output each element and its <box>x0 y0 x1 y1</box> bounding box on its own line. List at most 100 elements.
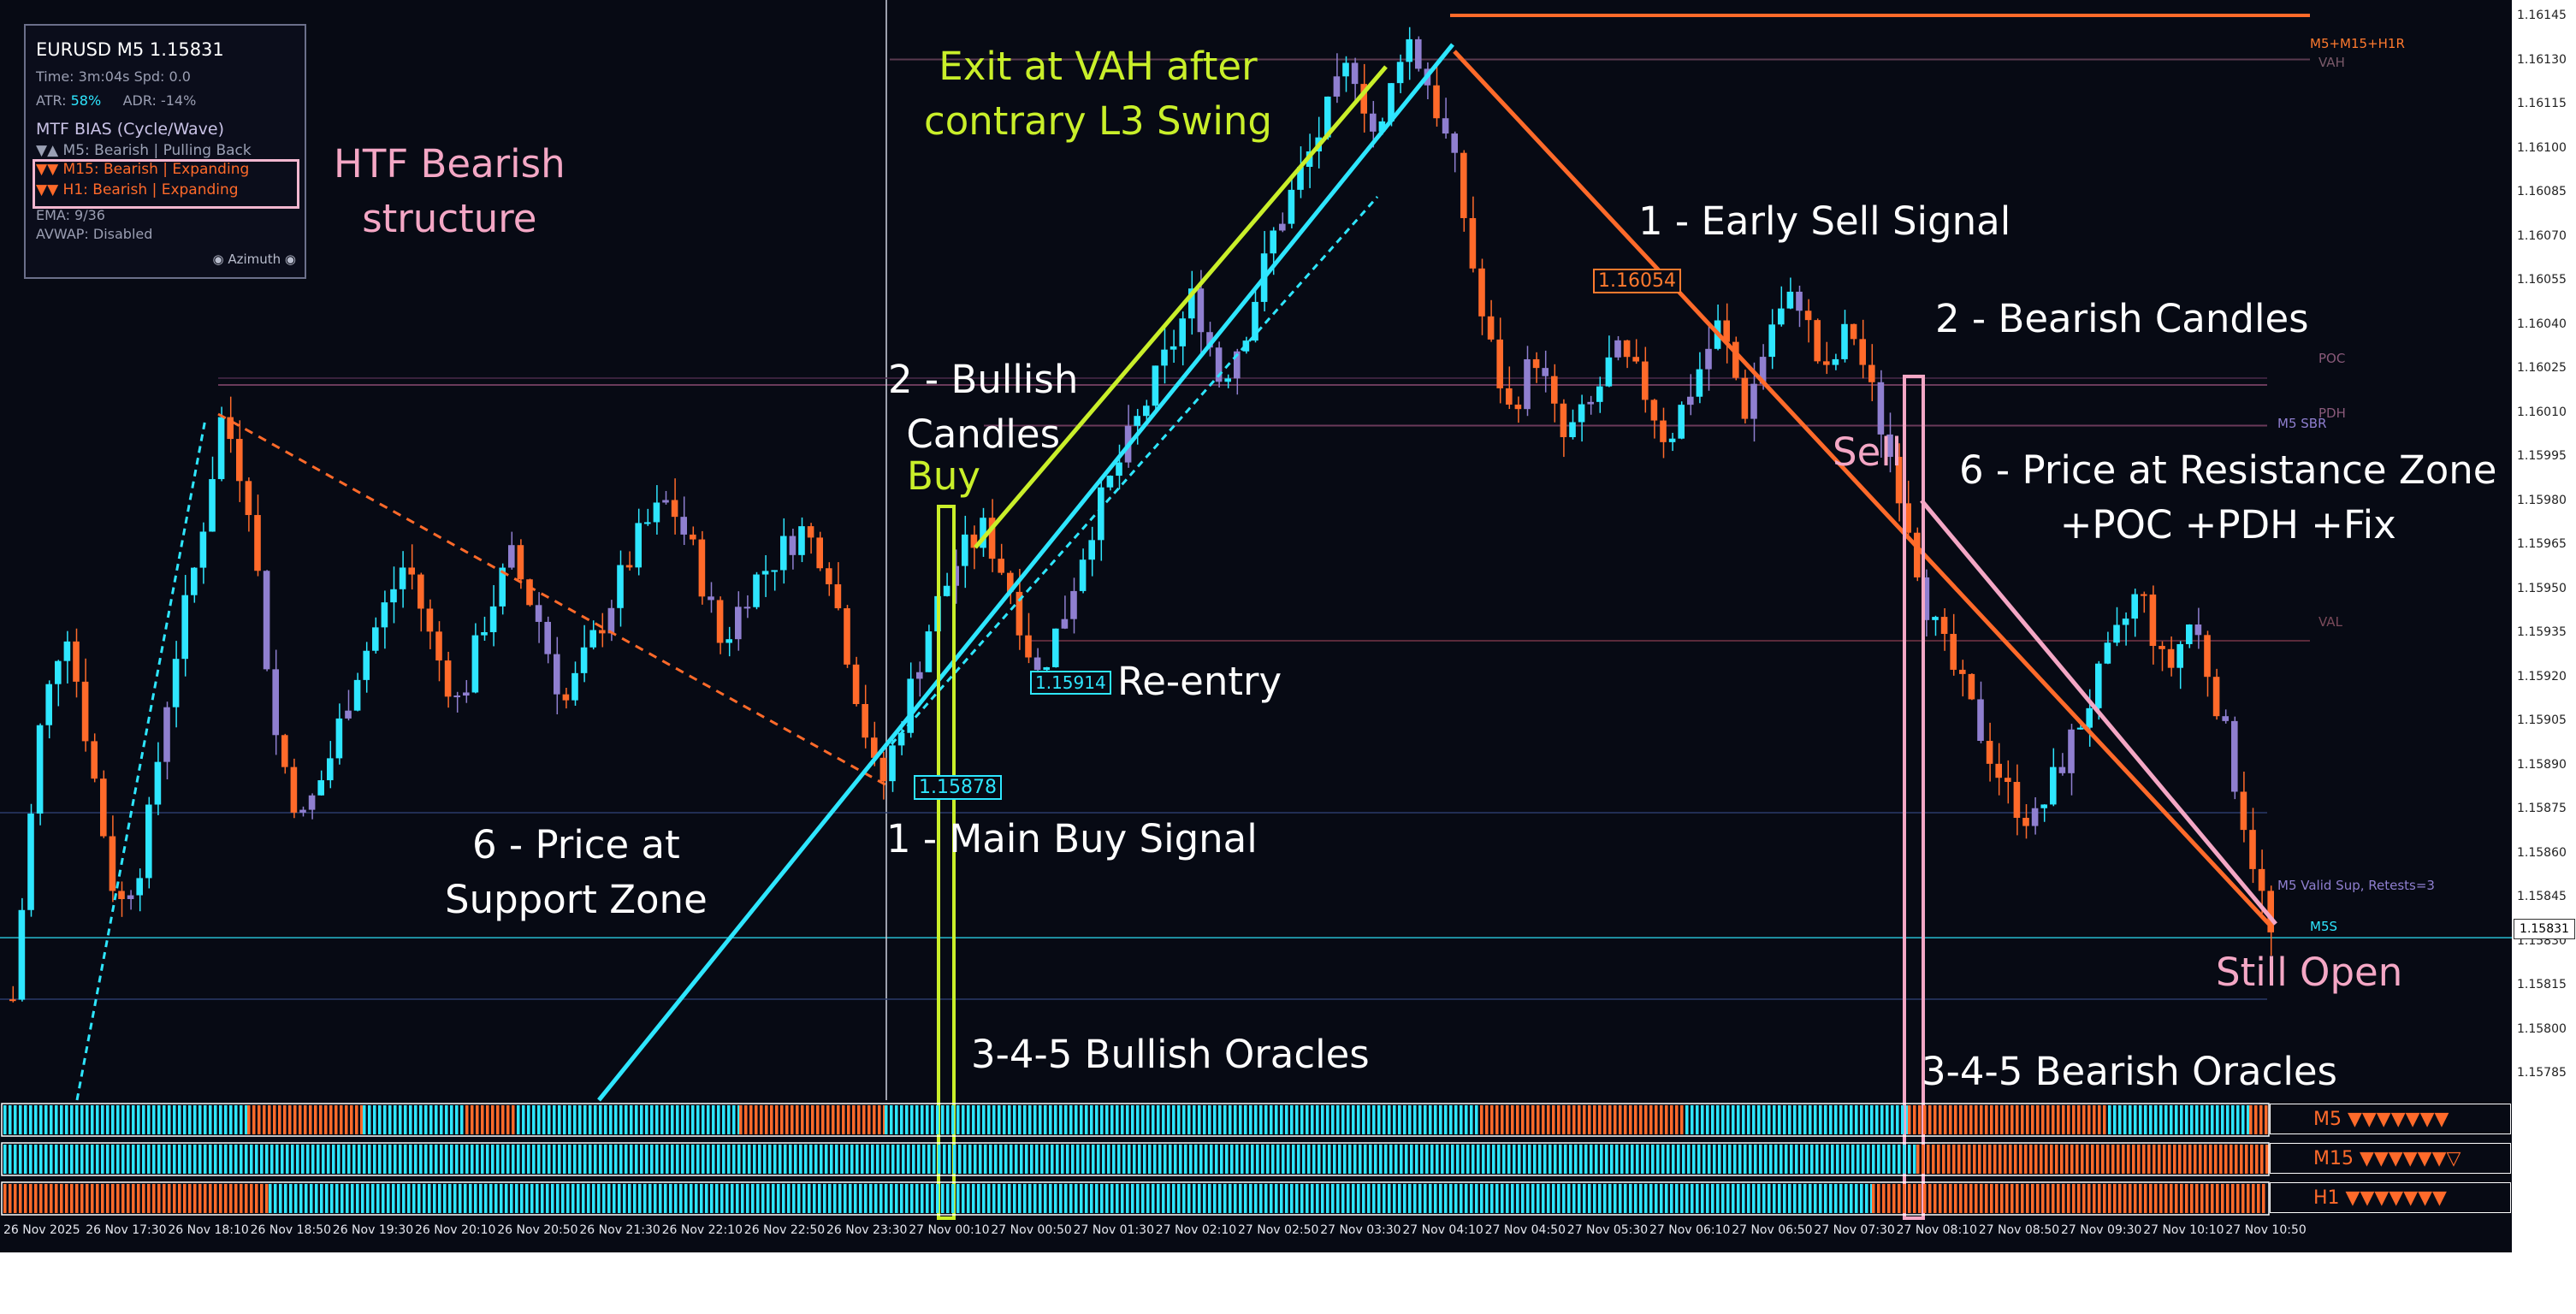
oracle-bar <box>931 1184 934 1213</box>
oracle-bar <box>1933 1184 1937 1213</box>
candle-body <box>635 523 642 568</box>
oracle-bar <box>75 1145 79 1174</box>
oracle-bar <box>811 1105 814 1134</box>
oracle-bar <box>404 1145 407 1174</box>
oracle-bar <box>39 1184 43 1213</box>
oracle-bar <box>3 1145 7 1174</box>
oracle-bar <box>2040 1145 2043 1174</box>
x-tick-label: 26 Nov 20:10 <box>415 1223 496 1237</box>
oracle-bar <box>820 1145 823 1174</box>
candle-body <box>372 627 379 651</box>
oracle-bar <box>1629 1105 1632 1134</box>
oracle-bar <box>813 1184 816 1213</box>
oracle-bar <box>1215 1145 1218 1174</box>
oracle-bar <box>2050 1145 2053 1174</box>
oracle-bar <box>2031 1184 2034 1213</box>
oracle-bar <box>1030 1145 1033 1174</box>
oracle-bar <box>1872 1184 1875 1213</box>
oracle-bar <box>1752 1105 1756 1134</box>
oracle-bar <box>424 1105 428 1134</box>
oracle-bar <box>968 1145 972 1174</box>
oracle-bar <box>204 1105 207 1134</box>
oracle-bar <box>895 1184 898 1213</box>
oracle-bar <box>648 1184 652 1213</box>
oracle-bar <box>1713 1145 1716 1174</box>
oracle-bar <box>2108 1184 2111 1213</box>
oracle-bar <box>568 1145 571 1174</box>
oracle-bar <box>1121 1184 1124 1213</box>
candle-body <box>1469 217 1477 269</box>
oracle-bar <box>198 1184 202 1213</box>
oracle-bar <box>1357 1184 1360 1213</box>
oracle-bar <box>9 1105 12 1134</box>
candle-body <box>1370 113 1377 132</box>
oracle-bar <box>1562 1105 1566 1134</box>
oracle-bar <box>1359 1145 1362 1174</box>
candle-body <box>1496 339 1503 388</box>
oracle-bar <box>604 1145 607 1174</box>
oracle-bar <box>1100 1105 1104 1134</box>
chart-area[interactable] <box>0 0 2512 1218</box>
oracle-bar <box>1035 1145 1039 1174</box>
candle-body <box>145 804 152 879</box>
oracle-bar <box>1738 1145 1742 1174</box>
oracle-bar <box>2101 1145 2105 1174</box>
oracle-bar <box>1495 1105 1499 1134</box>
oracle-bar <box>1526 1184 1530 1213</box>
oracle-bar <box>70 1145 74 1174</box>
oracle-bar <box>1241 1145 1244 1174</box>
oracle-bar <box>278 1105 281 1134</box>
candle-body <box>1197 288 1205 333</box>
oracle-bar <box>808 1184 811 1213</box>
candle-body <box>1088 540 1095 560</box>
oracle-bar <box>1167 1184 1170 1213</box>
oracle-bar <box>767 1184 770 1213</box>
oracle-bar <box>476 1105 479 1134</box>
oracle-bar <box>1413 1105 1417 1134</box>
oracle-bar <box>1028 1105 1032 1134</box>
oracle-bar <box>530 1184 534 1213</box>
oracle-bar <box>1312 1145 1316 1174</box>
oracle-bar <box>1810 1145 1814 1174</box>
oracle-bar <box>2188 1145 2192 1174</box>
oracle-bar <box>173 1145 176 1174</box>
oracle-bar <box>1660 1105 1663 1134</box>
oracle-bar <box>1860 1184 1863 1213</box>
oracle-bar <box>137 1145 140 1174</box>
oracle-bar <box>2129 1184 2132 1213</box>
oracle-bar <box>455 1145 459 1174</box>
oracle-bar <box>1547 1105 1550 1134</box>
oracle-bar <box>2046 1105 2050 1134</box>
oracle-bar <box>695 1184 698 1213</box>
poc-label: POC <box>2318 351 2346 366</box>
oracle-bar <box>1682 1145 1685 1174</box>
oracle-bar <box>2236 1184 2240 1213</box>
oracle-bar <box>2149 1105 2153 1134</box>
candle-body <box>1524 358 1531 410</box>
oracle-bar <box>260 1145 264 1174</box>
oracle-bar <box>173 1105 176 1134</box>
oracle-bar <box>1143 1145 1146 1174</box>
oracle-bar <box>157 1145 161 1174</box>
oracle-bar <box>1629 1184 1632 1213</box>
oracle-bar <box>460 1105 464 1134</box>
oracle-bar <box>1193 1105 1196 1134</box>
x-tick-label: 27 Nov 02:50 <box>1238 1223 1319 1237</box>
oracle-bar <box>736 1184 739 1213</box>
oracle-bar <box>927 1145 931 1174</box>
oracle-bar <box>1795 1145 1798 1174</box>
oracle-bar <box>1762 1105 1766 1134</box>
oracle-bar <box>2000 1184 2004 1213</box>
oracle-bar <box>2206 1184 2209 1213</box>
oracle-bar <box>1490 1184 1494 1213</box>
oracle-bar <box>821 1105 825 1134</box>
bullish-trendline-main <box>597 43 1454 1102</box>
oracle-bar <box>1706 1184 1709 1213</box>
oracle-bar <box>556 1184 560 1213</box>
oracle-bar <box>1803 1184 1807 1213</box>
x-tick-label: 27 Nov 04:50 <box>1484 1223 1566 1237</box>
oracle-bar <box>1460 1105 1463 1134</box>
oracle-bar <box>1624 1184 1627 1213</box>
oracle-bar <box>1066 1145 1069 1174</box>
